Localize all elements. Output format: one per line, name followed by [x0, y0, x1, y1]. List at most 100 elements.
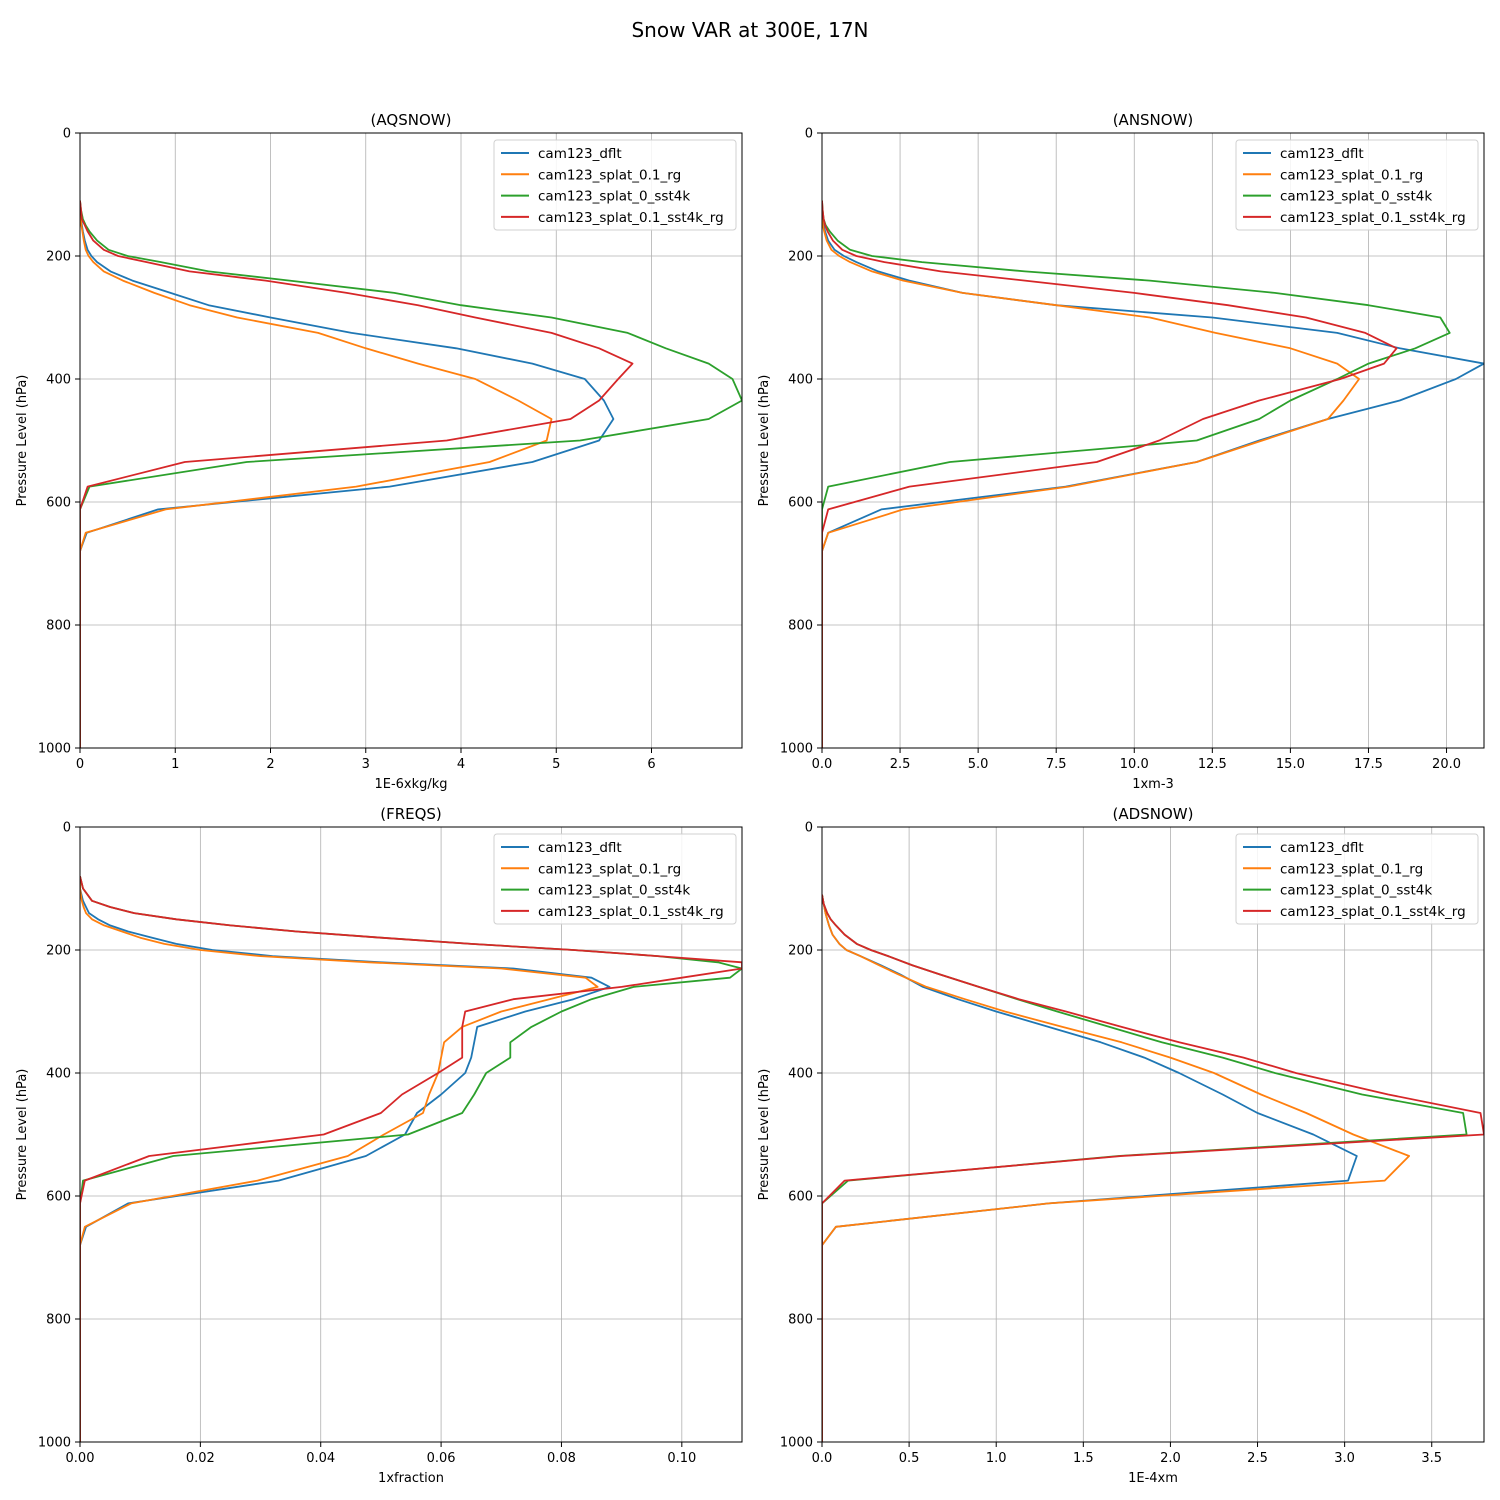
adsnow-plot-frame [821, 826, 1485, 1443]
adsnow-ytick-label-5: 1000 [780, 1436, 813, 1451]
ansnow-ytick-label-4: 800 [788, 619, 813, 634]
ansnow-ytick-label-1: 200 [788, 250, 813, 265]
aqsnow-series-splat-0-1-rg [80, 200, 553, 748]
aqsnow-xtick-label-2: 2 [266, 757, 274, 772]
panel-aqsnow: 0 1 2 3 4 5 6 0 200 400 600 800 1000 (AQSNOW) 1E-6xkg/… [15, 111, 743, 792]
adsnow-series-splat-0-1-rg [822, 894, 1410, 1442]
ansnow-legend-box [1235, 139, 1479, 231]
ansnow-plot-frame [821, 132, 1485, 749]
aqsnow-legend-label-dflt: cam123_dflt [538, 146, 622, 162]
adsnow-xtick-label-6: 3.0 [1334, 1451, 1355, 1466]
aqsnow-legend-box [493, 139, 737, 231]
aqsnow-ytick-label-3: 600 [46, 496, 71, 511]
adsnow-legend-label-dflt: cam123_dflt [1280, 840, 1364, 856]
ansnow-xtick-label-1: 2.5 [890, 757, 911, 772]
aqsnow-legend-label-splat-0-sst4k: cam123_splat_0_sst4k [538, 189, 690, 205]
freqs-ytick-label-0: 0 [63, 821, 71, 836]
aqsnow-legend: cam123_dflt cam123_splat_0.1_rg cam123_spl… [493, 139, 737, 231]
adsnow-ytick-label-4: 800 [788, 1313, 813, 1328]
freqs-legend-box [493, 833, 737, 925]
adsnow-ytick-label-0: 0 [805, 821, 813, 836]
adsnow-ylabel: Pressure Level (hPa) [757, 1069, 772, 1201]
freqs-ylabel: Pressure Level (hPa) [15, 1069, 30, 1201]
ansnow-xtick-label-7: 17.5 [1354, 757, 1383, 772]
freqs-legend: cam123_dflt cam123_splat_0.1_rg cam123_spl… [493, 833, 737, 925]
adsnow-xtick-label-7: 3.5 [1421, 1451, 1442, 1466]
ansnow-title: (ANSNOW) [1113, 111, 1194, 129]
freqs-plot-frame [79, 826, 743, 1443]
freqs-ytick-label-4: 800 [46, 1313, 71, 1328]
freqs-xlabel: 1xfraction [378, 1471, 444, 1486]
adsnow-ytick-label-2: 400 [788, 1067, 813, 1082]
aqsnow-legend-label-splat-0-1-sst4k-rg: cam123_splat_0.1_sst4k_rg [538, 210, 724, 226]
freqs-xtick-label-2: 0.04 [306, 1451, 335, 1466]
ansnow-xtick-label-8: 20.0 [1432, 757, 1461, 772]
ansnow-ytick-label-0: 0 [805, 127, 813, 142]
ansnow-series-splat-0-sst4k [822, 200, 1451, 748]
adsnow-xtick-label-1: 0.5 [899, 1451, 920, 1466]
aqsnow-plot-frame [79, 132, 743, 749]
ansnow-legend-label-splat-0-1-sst4k-rg: cam123_splat_0.1_sst4k_rg [1280, 210, 1466, 226]
aqsnow-ytick-label-5: 1000 [38, 742, 71, 757]
aqsnow-series-splat-0-1-sst4k-rg [80, 200, 634, 748]
freqs-xtick-label-4: 0.08 [547, 1451, 576, 1466]
aqsnow-ytick-label-1: 200 [46, 250, 71, 265]
ansnow-ylabel: Pressure Level (hPa) [757, 375, 772, 507]
freqs-ytick-label-2: 400 [46, 1067, 71, 1082]
freqs-legend-label-dflt: cam123_dflt [538, 840, 622, 856]
adsnow-xlabel: 1E-4xm [1128, 1471, 1178, 1486]
adsnow-xtick-label-2: 1.0 [986, 1451, 1007, 1466]
freqs-ytick-label-3: 600 [46, 1190, 71, 1205]
adsnow-xtick-label-4: 2.0 [1160, 1451, 1181, 1466]
adsnow-title: (ADSNOW) [1113, 805, 1194, 823]
aqsnow-xlabel: 1E-6xkg/kg [374, 777, 447, 792]
ansnow-xtick-label-4: 10.0 [1120, 757, 1149, 772]
freqs-legend-label-splat-0-sst4k: cam123_splat_0_sst4k [538, 883, 690, 899]
adsnow-xtick-label-0: 0.0 [812, 1451, 833, 1466]
aqsnow-title: (AQSNOW) [371, 111, 452, 129]
freqs-xtick-label-1: 0.02 [186, 1451, 215, 1466]
freqs-legend-label-splat-0-1-sst4k-rg: cam123_splat_0.1_sst4k_rg [538, 904, 724, 920]
aqsnow-xtick-label-1: 1 [171, 757, 179, 772]
adsnow-ytick-label-3: 600 [788, 1190, 813, 1205]
ansnow-xtick-label-5: 12.5 [1198, 757, 1227, 772]
ansnow-ytick-label-2: 400 [788, 373, 813, 388]
ansnow-legend: cam123_dflt cam123_splat_0.1_rg cam123_spl… [1235, 139, 1479, 231]
adsnow-legend-label-splat-0-1-rg: cam123_splat_0.1_rg [1280, 861, 1423, 877]
freqs-ytick-label-1: 200 [46, 944, 71, 959]
aqsnow-ylabel: Pressure Level (hPa) [15, 375, 30, 507]
ansnow-ytick-label-3: 600 [788, 496, 813, 511]
panel-freqs: 0.00 0.02 0.04 0.06 0.08 0.10 0 200 400 600 800 100… [15, 805, 743, 1486]
adsnow-xtick-label-5: 2.5 [1247, 1451, 1268, 1466]
ansnow-ytick-label-5: 1000 [780, 742, 813, 757]
adsnow-legend: cam123_dflt cam123_splat_0.1_rg cam123_spl… [1235, 833, 1479, 925]
ansnow-legend-label-splat-0-sst4k: cam123_splat_0_sst4k [1280, 189, 1432, 205]
aqsnow-xtick-label-6: 6 [647, 757, 655, 772]
freqs-xtick-label-3: 0.06 [427, 1451, 456, 1466]
ansnow-xtick-label-0: 0.0 [812, 757, 833, 772]
freqs-series-splat-0-1-sst4k-rg [80, 875, 742, 1442]
aqsnow-xtick-label-5: 5 [552, 757, 560, 772]
ansnow-xtick-label-2: 5.0 [968, 757, 989, 772]
aqsnow-ytick-label-4: 800 [46, 619, 71, 634]
freqs-legend-label-splat-0-1-rg: cam123_splat_0.1_rg [538, 861, 681, 877]
adsnow-xtick-label-3: 1.5 [1073, 1451, 1094, 1466]
freqs-xtick-label-0: 0.00 [66, 1451, 95, 1466]
aqsnow-xtick-label-3: 3 [362, 757, 370, 772]
freqs-title: (FREQS) [380, 805, 442, 823]
freqs-series-splat-0-1-rg [80, 876, 599, 1442]
freqs-xtick-label-5: 0.10 [667, 1451, 696, 1466]
adsnow-series-splat-0-1-sst4k-rg [822, 894, 1484, 1442]
adsnow-ytick-label-1: 200 [788, 944, 813, 959]
aqsnow-xtick-label-0: 0 [76, 757, 84, 772]
panel-ansnow: 0.0 2.5 5.0 7.5 10.0 12.5 15.0 17.5 20.0 0 200 400 6… [757, 111, 1485, 792]
aqsnow-series-splat-0-sst4k [80, 200, 742, 748]
ansnow-legend-label-dflt: cam123_dflt [1280, 146, 1364, 162]
ansnow-legend-label-splat-0-1-rg: cam123_splat_0.1_rg [1280, 167, 1423, 183]
freqs-ytick-label-5: 1000 [38, 1436, 71, 1451]
ansnow-series-splat-0-1-sst4k-rg [822, 200, 1398, 748]
adsnow-legend-label-splat-0-1-sst4k-rg: cam123_splat_0.1_sst4k_rg [1280, 904, 1466, 920]
figure-title: Snow VAR at 300E, 17N [631, 18, 868, 42]
